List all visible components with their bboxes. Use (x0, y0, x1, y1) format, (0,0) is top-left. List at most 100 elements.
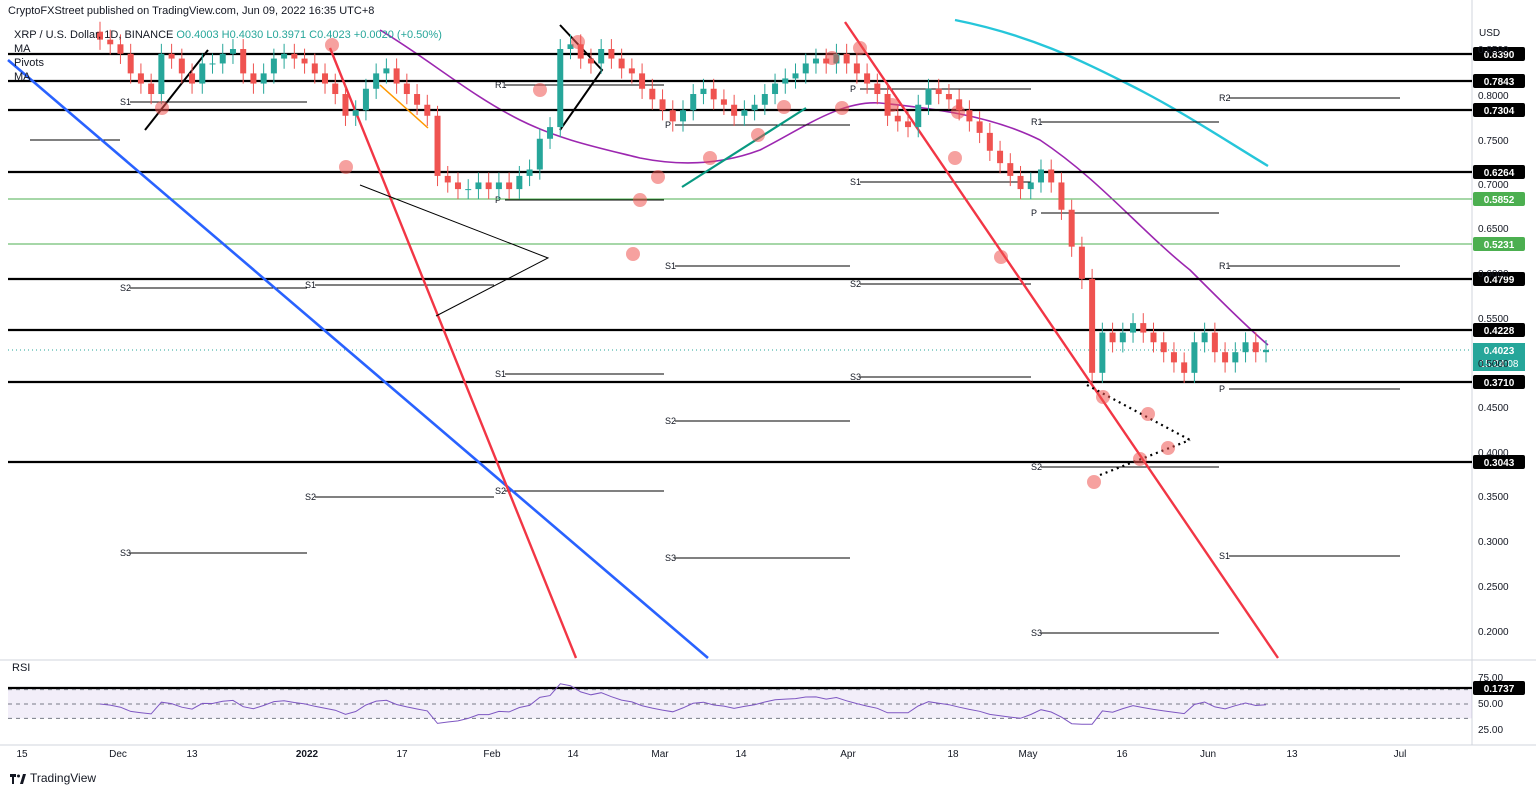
candle-body[interactable] (720, 99, 727, 105)
indicator-ma-slow[interactable]: MA (14, 71, 31, 83)
candle-body[interactable] (434, 115, 441, 176)
candle-body[interactable] (393, 68, 400, 84)
black-trend-line-1[interactable] (144, 49, 209, 131)
candle-body[interactable] (168, 53, 175, 59)
candle-body[interactable] (976, 121, 983, 133)
footer-brand[interactable]: TradingView (10, 771, 96, 785)
candle-body[interactable] (332, 83, 339, 95)
candle-body[interactable] (1119, 332, 1126, 343)
candle-body[interactable] (751, 104, 758, 111)
candle-body[interactable] (137, 73, 144, 84)
candle-body[interactable] (618, 58, 625, 69)
candle-body[interactable] (956, 99, 963, 111)
candle-body[interactable] (1130, 323, 1137, 333)
candle-body[interactable] (1099, 332, 1106, 373)
candle-body[interactable] (1027, 182, 1034, 190)
indicator-pivots[interactable]: Pivots (14, 57, 44, 69)
candle-body[interactable] (547, 127, 554, 139)
candle-body[interactable] (1232, 352, 1239, 363)
candle-body[interactable] (874, 83, 881, 95)
rsi-label[interactable]: RSI (12, 662, 31, 674)
candle-body[interactable] (311, 63, 318, 74)
candle-body[interactable] (628, 68, 635, 74)
candle-body[interactable] (557, 49, 564, 128)
candle-body[interactable] (782, 78, 789, 84)
candle-body[interactable] (894, 115, 901, 122)
candle-body[interactable] (853, 63, 860, 74)
candle-body[interactable] (1191, 342, 1198, 373)
candle-body[interactable] (1222, 352, 1229, 363)
blue-downtrend-line[interactable] (7, 59, 709, 659)
candle-body[interactable] (424, 104, 431, 116)
candle-body[interactable] (598, 49, 605, 64)
candle-body[interactable] (567, 44, 574, 49)
moving-average-fast-line[interactable] (379, 29, 1269, 346)
rsi-line[interactable] (99, 683, 1267, 725)
candle-body[interactable] (536, 138, 543, 170)
candle-body[interactable] (772, 83, 779, 95)
candle-body[interactable] (587, 58, 594, 64)
candle-body[interactable] (403, 83, 410, 95)
candle-body[interactable] (516, 175, 523, 190)
candle-body[interactable] (741, 110, 748, 116)
candle-body[interactable] (373, 73, 380, 89)
candle-body[interactable] (649, 88, 656, 100)
candle-body[interactable] (260, 73, 267, 84)
candle-body[interactable] (690, 94, 697, 111)
candle-body[interactable] (178, 58, 185, 74)
candle-body[interactable] (1078, 246, 1085, 279)
candle-body[interactable] (1150, 332, 1157, 343)
candle-body[interactable] (1058, 182, 1065, 210)
candle-body[interactable] (710, 88, 717, 100)
candle-body[interactable] (1048, 169, 1055, 183)
candle-body[interactable] (577, 44, 584, 59)
candle-body[interactable] (1037, 169, 1044, 183)
candle-body[interactable] (495, 182, 502, 190)
candle-body[interactable] (199, 63, 206, 84)
candle-body[interactable] (812, 58, 819, 64)
candle-body[interactable] (1242, 342, 1249, 353)
orange-trend-line[interactable] (379, 84, 429, 129)
candle-body[interactable] (1170, 352, 1177, 363)
candle-body[interactable] (117, 44, 124, 54)
candle-body[interactable] (209, 63, 216, 65)
candle-body[interactable] (731, 104, 738, 116)
candle-body[interactable] (700, 88, 707, 95)
candle-body[interactable] (1181, 362, 1188, 373)
candle-body[interactable] (97, 31, 103, 40)
candle-body[interactable] (915, 104, 922, 128)
candle-body[interactable] (107, 39, 114, 45)
candle-body[interactable] (383, 68, 390, 74)
candle-body[interactable] (1140, 323, 1147, 333)
candle-body[interactable] (608, 49, 615, 59)
candle-body[interactable] (352, 110, 359, 116)
candle-body[interactable] (1089, 278, 1096, 373)
candle-body[interactable] (864, 73, 871, 84)
triangle-pattern[interactable] (359, 184, 550, 317)
candle-body[interactable] (127, 53, 134, 74)
candle-body[interactable] (219, 53, 226, 64)
candle-body[interactable] (843, 53, 850, 64)
candle-body[interactable] (526, 169, 533, 176)
candle-body[interactable] (945, 94, 952, 100)
indicator-ma-fast[interactable]: MA (14, 43, 31, 55)
candle-body[interactable] (506, 182, 513, 190)
candle-body[interactable] (281, 53, 288, 59)
candle-body[interactable] (1211, 332, 1218, 353)
candle-body[interactable] (680, 110, 686, 122)
candle-body[interactable] (229, 49, 236, 54)
candle-body[interactable] (465, 189, 472, 191)
candle-body[interactable] (1007, 163, 1014, 176)
candle-body[interactable] (189, 73, 196, 84)
candle-body[interactable] (1252, 342, 1259, 353)
candle-body[interactable] (301, 58, 308, 64)
candle-body[interactable] (1017, 175, 1024, 190)
candle-body[interactable] (935, 88, 942, 95)
candle-body[interactable] (1263, 349, 1269, 353)
candle-body[interactable] (1160, 342, 1167, 353)
candle-body[interactable] (1109, 332, 1116, 343)
candle-body[interactable] (240, 49, 247, 74)
moving-average-slow-line[interactable] (954, 18, 1269, 168)
